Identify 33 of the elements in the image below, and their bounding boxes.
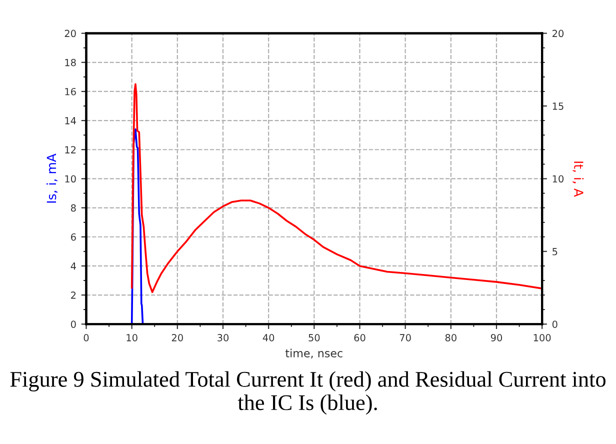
x-tick-label: 0 xyxy=(84,334,89,342)
x-tick-label: 80 xyxy=(445,334,456,342)
y2-tick-label: 10 xyxy=(552,175,564,183)
x-tick-label: 60 xyxy=(354,334,366,342)
y-tick-label: 0 xyxy=(70,320,76,328)
y2-axis-title: It, i, A xyxy=(572,162,584,197)
x-tick-label: 10 xyxy=(126,334,138,342)
x-tick-label: 100 xyxy=(534,334,551,342)
y-axis-title: Is, i, mA xyxy=(46,154,58,203)
y-tick-label: 6 xyxy=(71,233,76,241)
y-tick-label: 18 xyxy=(65,58,76,66)
x-axis-title: time, nsec xyxy=(285,348,342,359)
y-tick-label: 4 xyxy=(70,262,76,270)
y-tick-label: 12 xyxy=(65,146,76,154)
y-tick-label: 10 xyxy=(65,175,76,183)
y2-tick-label: 15 xyxy=(552,102,564,110)
line-series xyxy=(130,83,542,294)
x-tick-label: 90 xyxy=(490,334,502,342)
y-tick-label: 2 xyxy=(71,292,76,299)
x-tick-label: 70 xyxy=(400,334,411,342)
x-tick-label: 40 xyxy=(262,334,274,342)
y-tick-label: 8 xyxy=(70,204,76,212)
caption: Figure 9 Simulated Total Current It (red) and Residual Current into the IC Is (blue). xyxy=(10,371,606,415)
y2-tick-label: 5 xyxy=(552,248,558,256)
x-tick-label: 30 xyxy=(218,334,229,342)
y-tick-label: 20 xyxy=(64,30,76,38)
y2-tick-label: 20 xyxy=(552,30,564,38)
x-tick-label: 50 xyxy=(308,334,320,342)
x-tick-label: 20 xyxy=(172,334,183,342)
line-series xyxy=(130,128,144,324)
y2-tick-label: 0 xyxy=(552,320,558,328)
y-tick-label: 16 xyxy=(65,88,76,96)
y-tick-label: 14 xyxy=(65,117,76,124)
